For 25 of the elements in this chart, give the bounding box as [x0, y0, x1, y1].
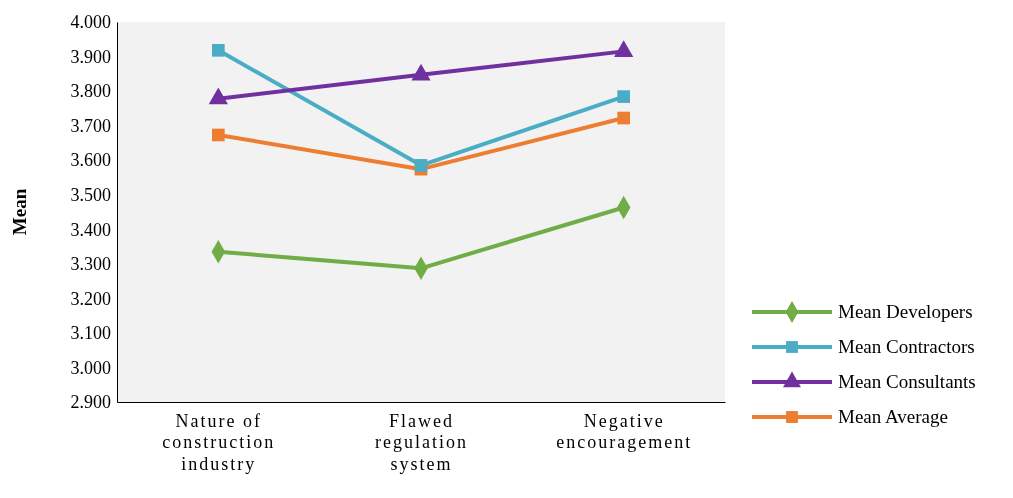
- y-tick-label: 2.900: [70, 392, 111, 413]
- legend-label: Mean Consultants: [838, 371, 976, 392]
- y-tick-label: 3.200: [70, 288, 111, 309]
- point: [212, 44, 225, 57]
- legend-label: Mean Average: [838, 406, 948, 427]
- y-tick-label: 3.700: [70, 115, 111, 136]
- y-tick-label: 3.800: [70, 81, 111, 102]
- y-tick-label: 4.000: [70, 12, 111, 33]
- y-tick-label: 3.600: [70, 150, 111, 171]
- y-tick-label: 3.500: [70, 184, 111, 205]
- x-tick-label: Nature of construction industry: [162, 410, 276, 474]
- y-tick-label: 3.400: [70, 219, 111, 240]
- x-tick-label: Negative encouragement: [556, 410, 693, 453]
- legend-label: Mean Developers: [838, 301, 973, 322]
- y-tick-label: 3.300: [70, 254, 111, 275]
- legend-label: Mean Contractors: [838, 336, 975, 357]
- y-axis-title: Mean: [9, 188, 30, 236]
- point: [414, 159, 428, 172]
- x-tick-label: Flawed regulation system: [375, 410, 468, 474]
- point: [212, 128, 225, 142]
- y-tick-label: 3.000: [70, 357, 111, 378]
- y-tick-label: 3.900: [70, 46, 111, 67]
- point: [617, 111, 630, 125]
- point: [617, 90, 630, 103]
- y-tick-label: 3.100: [70, 323, 111, 344]
